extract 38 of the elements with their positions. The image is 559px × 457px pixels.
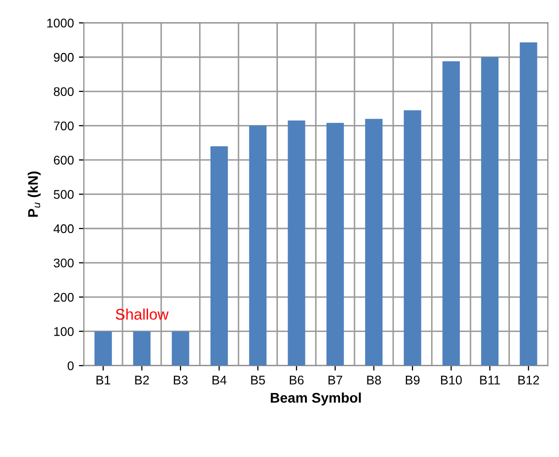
x-tick-label: B4 (212, 376, 226, 384)
y-tick-label: 500 (54, 190, 74, 199)
x-tick-label: B9 (406, 376, 420, 385)
y-tick-label: 600 (54, 156, 74, 165)
y-tick-label: 400 (54, 224, 74, 234)
y-axis-title: P$_{u}$ (kN) (28, 172, 41, 217)
x-tick-label: B11 (480, 376, 500, 384)
bar (249, 126, 267, 366)
y-tick-label: 700 (54, 121, 74, 130)
x-tick-label: B5 (251, 376, 265, 385)
bar (172, 331, 190, 366)
bar (326, 122, 344, 366)
x-tick-label: B1 (96, 376, 110, 384)
bar (94, 331, 112, 366)
bar (365, 118, 383, 366)
bar (481, 57, 499, 366)
y-tick-label: 100 (54, 327, 74, 336)
y-tick-label: 200 (54, 292, 74, 302)
x-axis-title: Beam Symbol (270, 392, 361, 406)
bar (442, 61, 460, 366)
bar (404, 110, 422, 366)
x-tick-label: B3 (174, 376, 188, 385)
bar (520, 42, 538, 366)
x-tick-label: B12 (518, 376, 539, 384)
bar (210, 146, 228, 366)
y-tick-label: 800 (54, 87, 74, 96)
bar (133, 331, 151, 366)
x-tick-label: B8 (367, 376, 381, 385)
annotation: Shallow (116, 308, 169, 320)
bar (288, 120, 306, 366)
x-tick-label: B2 (135, 376, 149, 384)
x-tick-label: B10 (441, 376, 462, 385)
x-tick-label: B7 (328, 376, 342, 384)
y-tick-label: 1000 (47, 18, 74, 28)
y-tick-label: 900 (54, 52, 74, 62)
y-tick-label: 300 (54, 258, 74, 268)
x-tick-label: B6 (290, 376, 304, 385)
y-tick-label: 0 (68, 361, 74, 370)
